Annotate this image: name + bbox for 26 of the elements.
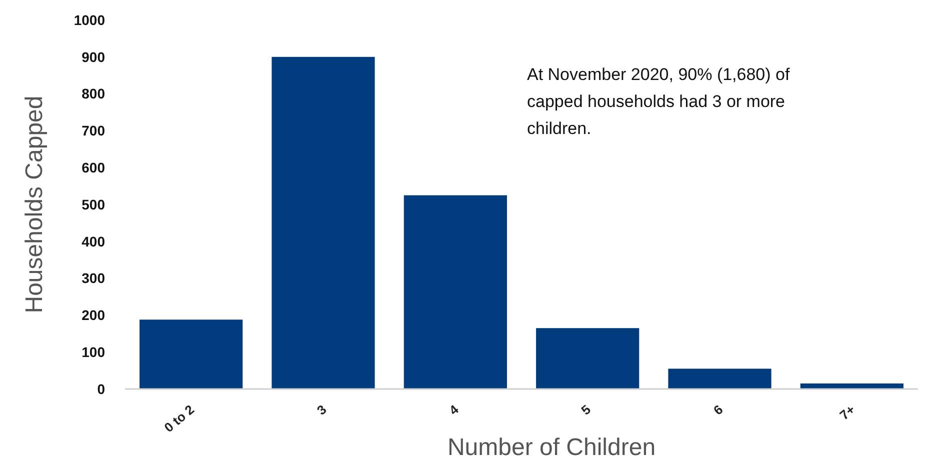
y-tick-label: 900 (82, 48, 106, 65)
y-tick-label: 800 (82, 86, 106, 102)
annotation: At November 2020, 90% (1,680) of capped households had 3 or more children. (527, 65, 790, 138)
x-tick-label: 7+ (836, 402, 858, 423)
x-tick-label: 4 (446, 401, 462, 418)
y-tick-label: 500 (82, 196, 106, 212)
y-tick-label: 400 (82, 233, 106, 250)
y-tick-label: 200 (82, 307, 106, 324)
bar (404, 195, 507, 389)
bar (668, 368, 772, 389)
y-tick-label: 600 (82, 160, 106, 176)
y-tick-label: 100 (82, 344, 106, 360)
x-tick-label: 0 to 2 (161, 402, 198, 436)
y-axis-title: Households Capped (21, 96, 48, 314)
bar (800, 383, 904, 389)
y-tick-label: 700 (82, 122, 106, 139)
bar (272, 56, 375, 389)
y-tick-label: 0 (97, 380, 106, 397)
x-tick-label: 3 (314, 402, 330, 418)
bar (536, 328, 640, 389)
y-tick-label: 1000 (74, 12, 106, 28)
y-tick-label: 300 (82, 270, 106, 286)
bar (140, 320, 243, 389)
x-tick-label: 5 (578, 402, 594, 418)
x-axis-title: Number of Children (447, 434, 656, 461)
x-tick-label: 6 (710, 402, 726, 418)
